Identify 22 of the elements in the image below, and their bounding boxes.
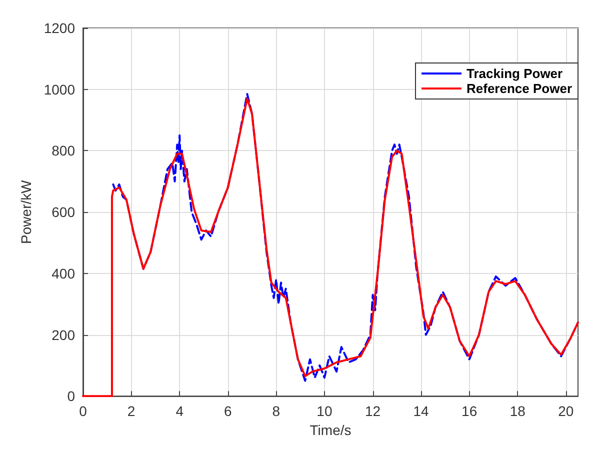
y-tick-label: 0 <box>67 388 76 404</box>
x-tick-label: 10 <box>316 403 332 420</box>
x-tick-label: 6 <box>224 403 232 420</box>
y-tick-label: 400 <box>52 265 76 282</box>
legend-label: Reference Power <box>466 81 572 96</box>
x-tick-label: 16 <box>462 403 478 420</box>
y-tick-label: 1000 <box>44 81 76 98</box>
x-tick-label: 0 <box>79 403 88 420</box>
x-tick-label: 20 <box>558 403 574 420</box>
x-tick-label: 2 <box>127 403 136 420</box>
x-tick-label: 4 <box>176 403 184 420</box>
x-tick-label: 8 <box>272 403 280 420</box>
y-tick-label: 1200 <box>44 20 76 36</box>
y-tick-label: 600 <box>52 204 76 220</box>
x-axis-title: Time/s <box>310 422 352 438</box>
y-axis-title: Power/kW <box>18 179 34 244</box>
y-tick-label: 200 <box>52 326 76 343</box>
y-tick-label: 800 <box>52 142 76 159</box>
x-tick-label: 12 <box>364 403 381 420</box>
x-tick-label: 14 <box>413 403 430 420</box>
legend-label: Tracking Power <box>466 66 563 81</box>
x-tick-label: 18 <box>510 403 526 420</box>
